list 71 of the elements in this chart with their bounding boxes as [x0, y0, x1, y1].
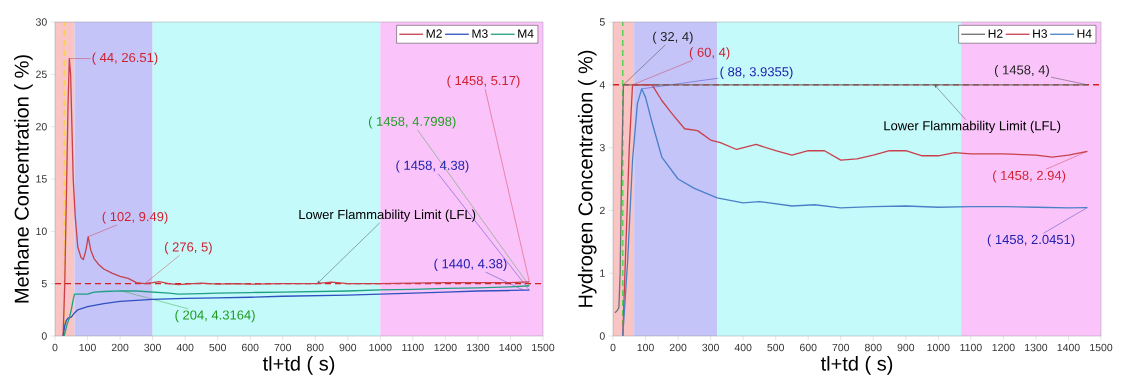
y-axis-title: Hydrogen Concentration ( %) [577, 50, 597, 307]
x-tick-label: 1000 [927, 343, 950, 352]
x-tick-label: 600 [241, 343, 259, 352]
y-tick-label: 0 [41, 332, 47, 340]
x-tick-label: 900 [339, 343, 357, 352]
x-tick-label: 800 [306, 343, 324, 352]
annotation: ( 44, 26.51) [92, 52, 158, 65]
legend-label: H2 [988, 29, 1003, 38]
annotation: ( 1458, 4) [994, 64, 1049, 78]
legend-label: H3 [1033, 29, 1047, 38]
x-tick-label: 300 [144, 343, 161, 352]
x-tick-label: 1500 [532, 343, 555, 352]
annotation: ( 1440, 4.38) [434, 258, 507, 271]
x-tick-label: 1100 [960, 343, 982, 352]
ref-line-label: Lower Flammability Limit (LFL) [884, 120, 1061, 133]
y-tick-label: 5 [599, 18, 605, 26]
x-tick-label: 1500 [1090, 343, 1113, 352]
x-tick-label: 400 [176, 343, 194, 352]
annotation: ( 1458, 2.94) [993, 170, 1066, 183]
x-tick-label: 900 [897, 343, 915, 352]
x-axis-title: tl+td ( s) [820, 356, 893, 375]
x-tick-label: 800 [864, 343, 882, 352]
legend-label: M2 [426, 29, 442, 38]
x-tick-label: 1400 [499, 343, 522, 352]
y-tick-label: 25 [36, 70, 47, 79]
x-tick-label: 1200 [434, 343, 457, 352]
y-tick-label: 10 [36, 227, 47, 236]
y-axis-title: Methane Concentration ( %) [14, 55, 33, 303]
x-tick-label: 100 [79, 343, 96, 352]
y-tick-label: 20 [36, 122, 47, 131]
y-tick-label: 4 [599, 81, 605, 89]
legend-label: M4 [518, 29, 534, 38]
x-tick-label: 700 [274, 343, 292, 352]
annotation: ( 1458, 2.0451) [987, 234, 1075, 247]
y-tick-label: 30 [35, 18, 47, 26]
annotation: ( 102, 9.49) [102, 211, 168, 224]
x-tick-label: 200 [111, 343, 129, 352]
x-tick-label: 0 [52, 343, 58, 352]
x-tick-label: 0 [610, 343, 616, 352]
x-axis-title: tl+td ( s) [262, 356, 335, 375]
x-tick-label: 500 [209, 343, 227, 352]
legend-label: M3 [472, 29, 488, 38]
annotation: ( 1458, 4.38) [396, 160, 469, 173]
x-tick-label: 400 [734, 343, 752, 352]
x-tick-label: 1300 [467, 343, 490, 352]
x-tick-label: 100 [637, 343, 654, 352]
annotation: ( 1458, 4.7998) [368, 116, 456, 129]
annotation: ( 204, 4.3164) [175, 310, 255, 323]
ref-line-label: Lower Flammability Limit (LFL) [299, 209, 476, 222]
y-tick-label: 3 [599, 143, 605, 152]
legend-label: H4 [1077, 29, 1092, 38]
annotation: ( 1458, 5.17) [447, 75, 520, 88]
y-tick-label: 0 [599, 332, 605, 340]
annotation: ( 88, 3.9355) [720, 66, 793, 79]
x-tick-label: 500 [767, 343, 785, 352]
y-tick-label: 5 [41, 280, 47, 288]
y-tick-label: 1 [600, 269, 605, 277]
x-tick-label: 1100 [402, 343, 424, 352]
y-tick-label: 15 [36, 175, 47, 183]
x-tick-label: 300 [702, 343, 719, 352]
x-tick-label: 1200 [992, 343, 1015, 352]
annotation: ( 276, 5) [164, 242, 212, 255]
annotation: ( 60, 4) [689, 47, 730, 60]
x-tick-label: 1000 [369, 343, 392, 352]
x-tick-label: 700 [832, 343, 850, 352]
x-tick-label: 600 [799, 343, 817, 352]
y-tick-label: 2 [599, 206, 605, 215]
annotation: ( 32, 4) [653, 31, 693, 44]
x-tick-label: 1300 [1025, 343, 1048, 352]
x-tick-label: 200 [669, 343, 687, 352]
x-tick-label: 1400 [1057, 343, 1080, 352]
